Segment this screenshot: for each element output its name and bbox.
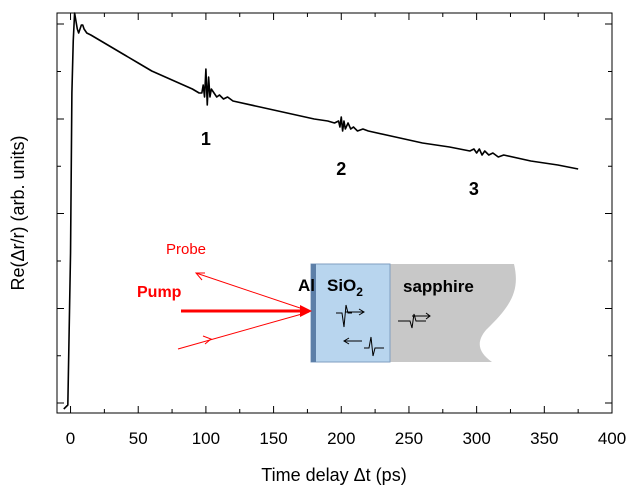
- x-tick-label: 100: [192, 429, 220, 448]
- strain-pulse-forward-sio2: [336, 304, 365, 328]
- echo-label-1: 1: [201, 129, 211, 149]
- x-axis-label: Time delay Δt (ps): [261, 465, 406, 485]
- probe-incident-beam: [177, 311, 310, 350]
- pump-label: Pump: [137, 284, 182, 301]
- axis-ticks: [57, 13, 613, 413]
- x-tick-label: 200: [327, 429, 355, 448]
- echo-label-2: 2: [336, 159, 346, 179]
- x-tick-label: 350: [530, 429, 558, 448]
- strain-pulse-backward-sio2: [343, 336, 384, 357]
- inset-schematic: Al SiO2 sapphire Probe Pump: [137, 241, 516, 363]
- sio2-label: SiO2: [327, 276, 363, 299]
- al-layer: [311, 264, 316, 362]
- pump-arrowhead: [300, 305, 312, 317]
- x-tick-label: 300: [462, 429, 490, 448]
- x-tick-label: 400: [598, 429, 626, 448]
- probe-reflected-arrowhead: [194, 272, 205, 281]
- x-tick-label: 150: [259, 429, 287, 448]
- sapphire-layer: [390, 264, 516, 362]
- echo-label-3: 3: [469, 179, 479, 199]
- sapphire-label: sapphire: [403, 277, 474, 296]
- probe-label: Probe: [166, 241, 206, 258]
- y-axis-label: Re(Δr/r) (arb. units): [8, 135, 28, 290]
- echo-annotations: 1 2 3: [201, 129, 479, 199]
- x-tick-labels: 0 50 100 150 200 250 300 350 400: [66, 429, 626, 448]
- probe-incident-arrowhead: [202, 335, 212, 345]
- x-tick-label: 0: [66, 429, 75, 448]
- strain-pulse-sapphire: [398, 312, 431, 329]
- series-line: [63, 12, 579, 410]
- x-tick-label: 250: [395, 429, 423, 448]
- al-label: Al: [298, 276, 315, 295]
- probe-reflected-beam: [195, 272, 310, 312]
- x-tick-label: 50: [129, 429, 148, 448]
